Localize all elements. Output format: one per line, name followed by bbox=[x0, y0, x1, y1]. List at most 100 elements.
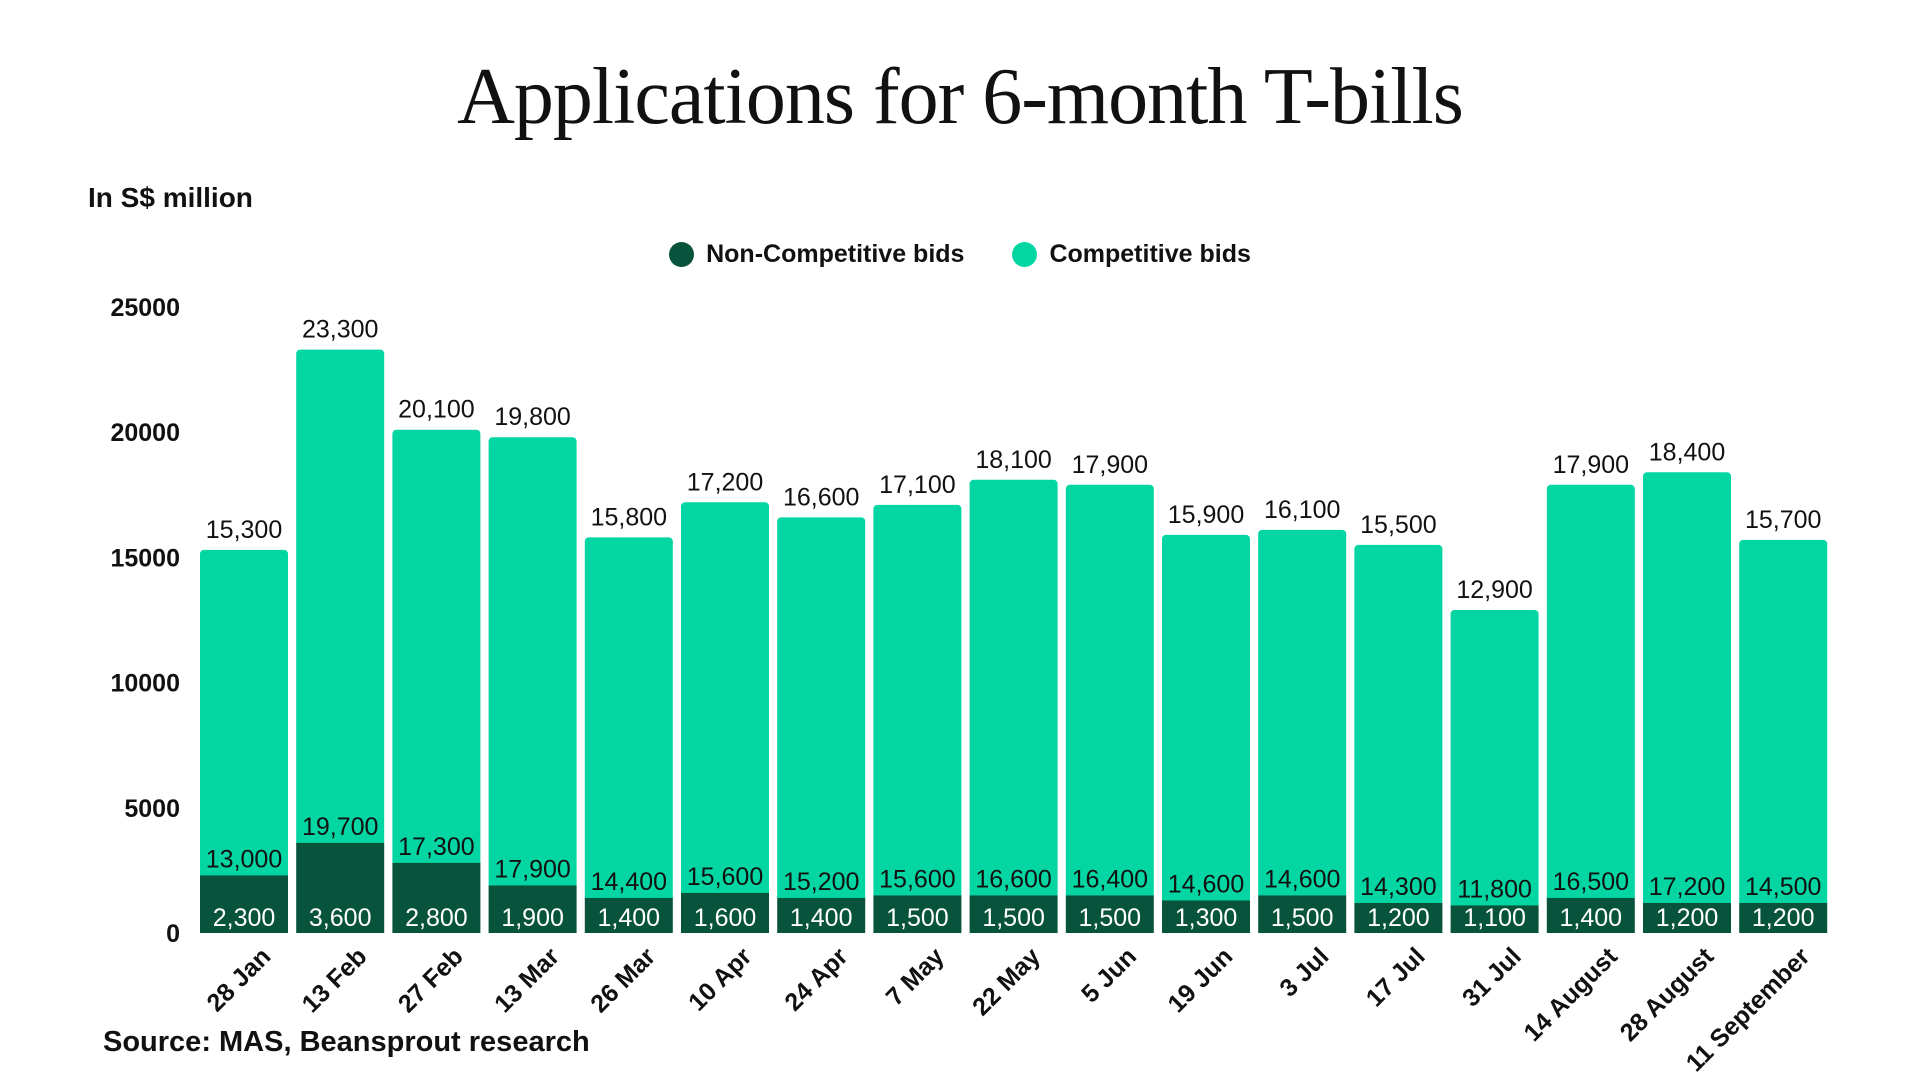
x-tick-label-13-mar: 13 Mar bbox=[489, 942, 565, 1018]
bar-competitive-28-august bbox=[1643, 472, 1731, 907]
bar-competitive-14-august bbox=[1546, 484, 1635, 902]
bar-non-competitive-14-august bbox=[1546, 897, 1635, 933]
bar-non-competitive-31-jul bbox=[1450, 905, 1539, 933]
x-tick-label-17-jul: 17 Jul bbox=[1361, 942, 1431, 1012]
x-tick-label-28-jan: 28 Jan bbox=[201, 942, 276, 1017]
chart-title: Applications for 6-month T-bills bbox=[457, 53, 1464, 141]
non-competitive-value-label-10-apr: 1,600 bbox=[694, 904, 757, 932]
non-competitive-value-label-24-apr: 1,400 bbox=[790, 904, 853, 932]
competitive-value-label-27-feb: 17,300 bbox=[398, 833, 474, 861]
bar-competitive-31-jul bbox=[1450, 609, 1539, 910]
legend-label-non-competitive: Non-Competitive bids bbox=[706, 240, 965, 268]
total-label-19-jun: 15,900 bbox=[1168, 501, 1244, 529]
x-tick-label-31-jul: 31 Jul bbox=[1457, 942, 1527, 1012]
source-note: Source: MAS, Beansprout research bbox=[103, 1026, 590, 1058]
total-label-7-may: 17,100 bbox=[879, 471, 955, 499]
non-competitive-value-label-28-august: 1,200 bbox=[1656, 904, 1719, 932]
bar-non-competitive-28-jan bbox=[200, 875, 288, 933]
competitive-value-label-7-may: 15,600 bbox=[879, 865, 955, 893]
total-label-28-jan: 15,300 bbox=[206, 516, 282, 544]
y-axis-unit-label: In S$ million bbox=[88, 182, 253, 213]
bar-competitive-28-jan bbox=[200, 549, 288, 880]
total-label-24-apr: 16,600 bbox=[783, 483, 859, 511]
non-competitive-value-label-22-may: 1,500 bbox=[982, 904, 1045, 932]
x-tick-label-26-mar: 26 Mar bbox=[585, 942, 661, 1018]
bar-non-competitive-26-mar bbox=[584, 897, 673, 933]
bar-competitive-22-may bbox=[969, 479, 1058, 900]
bar-competitive-27-feb bbox=[392, 429, 481, 867]
competitive-value-label-19-jun: 14,600 bbox=[1168, 870, 1244, 898]
total-label-13-feb: 23,300 bbox=[302, 316, 378, 344]
y-tick-label: 10000 bbox=[110, 670, 180, 698]
bar-non-competitive-28-august bbox=[1643, 902, 1731, 933]
x-tick-label-24-apr: 24 Apr bbox=[779, 942, 853, 1016]
bar-competitive-7-may bbox=[873, 504, 962, 900]
competitive-value-label-28-jan: 13,000 bbox=[206, 845, 282, 873]
legend: Non-Competitive bids Competitive bids bbox=[0, 240, 1920, 269]
legend-item-competitive: Competitive bids bbox=[1012, 240, 1251, 269]
y-tick-label: 0 bbox=[166, 920, 180, 948]
non-competitive-value-label-13-mar: 1,900 bbox=[501, 904, 564, 932]
x-tick-label-13-feb: 13 Feb bbox=[297, 942, 373, 1018]
bar-competitive-17-jul bbox=[1354, 544, 1443, 907]
non-competitive-value-label-28-jan: 2,300 bbox=[213, 904, 276, 932]
bar-non-competitive-7-may bbox=[873, 895, 962, 933]
x-tick-label-14-august: 14 August bbox=[1518, 942, 1623, 1047]
total-label-11-september: 15,700 bbox=[1745, 506, 1821, 534]
x-tick-label-19-jun: 19 Jun bbox=[1162, 942, 1238, 1018]
bar-competitive-13-mar bbox=[488, 437, 577, 890]
competitive-value-label-5-jun: 16,400 bbox=[1072, 865, 1148, 893]
non-competitive-value-label-5-jun: 1,500 bbox=[1079, 904, 1142, 932]
x-tick-label-3-jul: 3 Jul bbox=[1274, 942, 1334, 1002]
non-competitive-value-label-26-mar: 1,400 bbox=[598, 904, 661, 932]
competitive-value-label-22-may: 16,600 bbox=[975, 865, 1051, 893]
x-tick-label-10-apr: 10 Apr bbox=[683, 942, 757, 1016]
bar-non-competitive-24-apr bbox=[777, 897, 866, 933]
competitive-value-label-31-jul: 11,800 bbox=[1457, 875, 1532, 903]
bar-non-competitive-5-jun bbox=[1065, 895, 1154, 933]
non-competitive-value-label-3-jul: 1,500 bbox=[1271, 904, 1334, 932]
x-tick-label-27-feb: 27 Feb bbox=[393, 942, 469, 1018]
bar-non-competitive-19-jun bbox=[1162, 900, 1250, 933]
non-competitive-value-label-17-jul: 1,200 bbox=[1367, 904, 1430, 932]
bar-competitive-24-apr bbox=[777, 517, 866, 902]
competitive-value-label-24-apr: 15,200 bbox=[783, 868, 859, 896]
x-tick-label-28-august: 28 August bbox=[1615, 942, 1720, 1047]
bar-non-competitive-10-apr bbox=[681, 892, 769, 933]
bar-competitive-26-mar bbox=[584, 537, 673, 902]
y-tick-label: 25000 bbox=[110, 294, 180, 322]
non-competitive-value-label-14-august: 1,400 bbox=[1560, 904, 1623, 932]
total-label-27-feb: 20,100 bbox=[398, 396, 474, 424]
bar-competitive-13-feb bbox=[296, 349, 385, 847]
competitive-value-label-26-mar: 14,400 bbox=[591, 868, 667, 896]
competitive-value-label-13-mar: 17,900 bbox=[494, 855, 570, 883]
legend-swatch-competitive bbox=[1012, 242, 1038, 267]
x-tick-label-5-jun: 5 Jun bbox=[1076, 942, 1142, 1008]
competitive-value-label-28-august: 17,200 bbox=[1649, 873, 1725, 901]
bar-competitive-11-september bbox=[1739, 539, 1828, 907]
competitive-value-label-14-august: 16,500 bbox=[1553, 868, 1629, 896]
non-competitive-value-label-13-feb: 3,600 bbox=[309, 904, 372, 932]
legend-item-non-competitive: Non-Competitive bids bbox=[669, 240, 964, 269]
competitive-value-label-10-apr: 15,600 bbox=[687, 863, 763, 891]
total-label-17-jul: 15,500 bbox=[1360, 511, 1436, 539]
legend-swatch-non-competitive bbox=[669, 242, 695, 267]
total-label-14-august: 17,900 bbox=[1553, 451, 1629, 479]
bar-competitive-19-jun bbox=[1162, 534, 1250, 905]
total-label-5-jun: 17,900 bbox=[1072, 451, 1148, 479]
bar-non-competitive-27-feb bbox=[392, 862, 481, 933]
bar-non-competitive-3-jul bbox=[1258, 895, 1347, 933]
bar-competitive-10-apr bbox=[681, 502, 769, 897]
total-label-22-may: 18,100 bbox=[975, 446, 1051, 474]
total-label-13-mar: 19,800 bbox=[494, 403, 570, 431]
x-tick-label-7-may: 7 May bbox=[881, 942, 950, 1011]
non-competitive-value-label-7-may: 1,500 bbox=[886, 904, 949, 932]
bar-non-competitive-11-september bbox=[1739, 902, 1828, 933]
bar-non-competitive-22-may bbox=[969, 895, 1058, 933]
competitive-value-label-3-jul: 14,600 bbox=[1264, 865, 1340, 893]
y-tick-label: 15000 bbox=[110, 544, 180, 572]
bar-non-competitive-17-jul bbox=[1354, 902, 1443, 933]
x-tick-label-22-may: 22 May bbox=[967, 942, 1046, 1021]
total-label-31-jul: 12,900 bbox=[1456, 576, 1532, 604]
